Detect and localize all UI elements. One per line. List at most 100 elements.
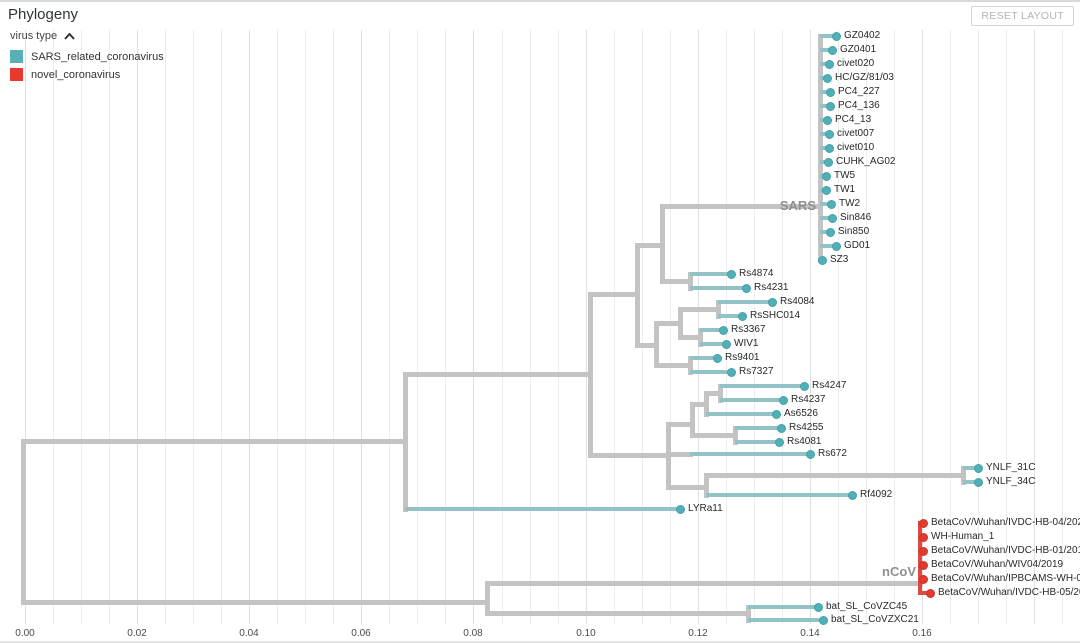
- tip-label[interactable]: Rs4081: [787, 436, 822, 447]
- tip-label[interactable]: Rs4874: [739, 268, 774, 279]
- tip-node[interactable]: [767, 297, 777, 307]
- tip-node[interactable]: [823, 157, 833, 167]
- tree-branch[interactable]: [677, 306, 721, 312]
- tip-node[interactable]: [824, 143, 834, 153]
- tip-label[interactable]: TW2: [839, 198, 861, 209]
- tip-node[interactable]: [822, 115, 832, 125]
- tip-branch[interactable]: [690, 286, 746, 290]
- tip-node[interactable]: [925, 588, 935, 598]
- tree-branch[interactable]: [659, 203, 823, 209]
- tip-label[interactable]: BetaCoV/Wuhan/IVDC-HB-04/2020: [931, 517, 1080, 528]
- tip-node[interactable]: [778, 395, 788, 405]
- tip-branch[interactable]: [963, 466, 978, 470]
- tip-label[interactable]: PC4_136: [838, 100, 880, 111]
- tip-label[interactable]: YNLF_31C: [986, 462, 1036, 473]
- tip-node[interactable]: [824, 59, 834, 69]
- tip-node[interactable]: [918, 532, 928, 542]
- tip-branch[interactable]: [820, 90, 830, 94]
- tip-branch[interactable]: [718, 300, 772, 304]
- tip-label[interactable]: BetaCoV/Wuhan/IPBCAMS-WH-01/2: [931, 573, 1080, 584]
- tree-branch[interactable]: [689, 401, 695, 438]
- tip-label[interactable]: Rs4247: [812, 380, 847, 391]
- tree-branch[interactable]: [689, 432, 738, 438]
- tip-branch[interactable]: [820, 244, 836, 248]
- tip-branch[interactable]: [690, 356, 717, 360]
- tree-branch[interactable]: [665, 484, 709, 490]
- tree-branch[interactable]: [653, 320, 683, 326]
- tip-label[interactable]: Rs672: [818, 448, 847, 459]
- tree-branch[interactable]: [659, 203, 665, 284]
- tip-branch[interactable]: [820, 230, 830, 234]
- tip-label[interactable]: Sin846: [840, 212, 872, 223]
- tree-branch[interactable]: [745, 604, 751, 623]
- tip-branch[interactable]: [718, 314, 742, 318]
- tree-branch[interactable]: [587, 452, 671, 458]
- tip-branch[interactable]: [690, 370, 731, 374]
- tip-node[interactable]: [827, 213, 837, 223]
- tree-branch[interactable]: [703, 472, 709, 498]
- tip-node[interactable]: [822, 73, 832, 83]
- tip-label[interactable]: BetaCoV/Wuhan/WIV04/2019: [931, 559, 1064, 570]
- tip-branch[interactable]: [820, 48, 832, 52]
- tip-branch[interactable]: [405, 507, 680, 511]
- tip-branch[interactable]: [820, 34, 836, 38]
- tip-node[interactable]: [821, 171, 831, 181]
- tip-node[interactable]: [771, 409, 781, 419]
- tip-label[interactable]: bat_SL_CoVZC45: [826, 601, 908, 612]
- tip-node[interactable]: [675, 504, 685, 514]
- tip-label[interactable]: GZ0401: [840, 44, 877, 55]
- tree-branch[interactable]: [715, 299, 721, 319]
- tip-branch[interactable]: [820, 216, 832, 220]
- tree-branch[interactable]: [665, 451, 693, 457]
- tip-node[interactable]: [831, 31, 841, 41]
- tree-branch[interactable]: [732, 425, 738, 445]
- tree-branch[interactable]: [717, 383, 723, 403]
- tip-label[interactable]: CUHK_AG02: [836, 156, 896, 167]
- tip-label[interactable]: Sin850: [838, 226, 870, 237]
- tree-branch[interactable]: [960, 465, 966, 485]
- tip-label[interactable]: HC/GZ/81/03: [835, 72, 894, 83]
- tree-branch[interactable]: [634, 342, 659, 348]
- tip-node[interactable]: [847, 490, 857, 500]
- tip-branch[interactable]: [820, 104, 830, 108]
- tip-label[interactable]: civet010: [837, 142, 875, 153]
- tree-branch[interactable]: [687, 271, 693, 291]
- tip-branch[interactable]: [700, 342, 726, 346]
- tree-branch[interactable]: [20, 599, 490, 605]
- tree-branch[interactable]: [484, 580, 923, 586]
- tip-label[interactable]: PC4_13: [835, 114, 872, 125]
- tip-node[interactable]: [973, 463, 983, 473]
- tip-node[interactable]: [776, 423, 786, 433]
- tree-branch[interactable]: [587, 291, 640, 297]
- tree-branch[interactable]: [587, 291, 593, 458]
- tip-node[interactable]: [825, 87, 835, 97]
- tip-branch[interactable]: [920, 591, 930, 595]
- tip-branch[interactable]: [820, 202, 831, 206]
- tree-branch[interactable]: [665, 421, 695, 427]
- tip-node[interactable]: [825, 227, 835, 237]
- tip-label[interactable]: TW5: [834, 170, 856, 181]
- tip-label[interactable]: PC4_227: [838, 86, 880, 97]
- tree-branch[interactable]: [20, 438, 408, 444]
- tip-node[interactable]: [973, 477, 983, 487]
- tip-label[interactable]: SZ3: [830, 254, 849, 265]
- tip-label[interactable]: Rs4237: [791, 394, 826, 405]
- tip-node[interactable]: [825, 101, 835, 111]
- tree-branch[interactable]: [703, 390, 723, 396]
- tip-node[interactable]: [818, 615, 828, 625]
- tree-branch[interactable]: [659, 278, 693, 284]
- tip-node[interactable]: [737, 311, 747, 321]
- tip-node[interactable]: [918, 574, 928, 584]
- tip-label[interactable]: Rs4255: [789, 422, 824, 433]
- tip-label[interactable]: Rs4084: [780, 296, 815, 307]
- tip-label[interactable]: WIV1: [734, 338, 759, 349]
- tip-node[interactable]: [831, 241, 841, 251]
- tree-branch[interactable]: [653, 320, 659, 368]
- tip-node[interactable]: [817, 255, 827, 265]
- tree-branch[interactable]: [402, 371, 593, 377]
- tip-branch[interactable]: [706, 493, 852, 497]
- tip-node[interactable]: [826, 199, 836, 209]
- reset-layout-button[interactable]: RESET LAYOUT: [971, 6, 1074, 26]
- tip-label[interactable]: civet020: [837, 58, 875, 69]
- tip-node[interactable]: [741, 283, 751, 293]
